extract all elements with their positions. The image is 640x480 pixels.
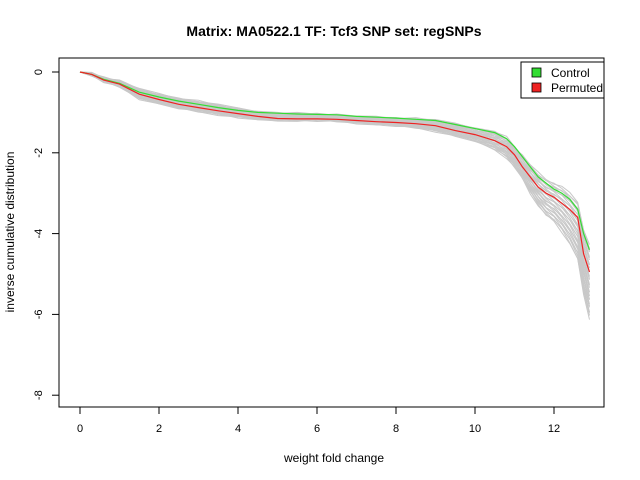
legend-label-control: Control — [551, 66, 590, 80]
y-tick-label: -8 — [33, 390, 45, 400]
y-tick-label: -4 — [33, 229, 45, 239]
y-tick-label: 0 — [33, 69, 45, 75]
y-tick-label: -2 — [33, 148, 45, 158]
x-tick-label: 0 — [77, 423, 83, 435]
permutation-line — [79, 71, 590, 293]
permutation-lines — [79, 71, 590, 320]
permutation-line — [79, 71, 590, 279]
x-axis-label: weight fold change — [283, 451, 384, 465]
permutation-line — [79, 71, 590, 313]
y-axis: 0 -2 -4 -6 -8 — [33, 69, 60, 400]
x-tick-label: 12 — [548, 423, 560, 435]
permutation-line — [79, 71, 590, 286]
permutation-line — [79, 71, 590, 265]
permutation-line — [79, 71, 590, 288]
permutation-line — [79, 71, 590, 297]
y-axis-label: inverse cumulative distribution — [3, 152, 17, 313]
x-tick-label: 10 — [469, 423, 481, 435]
permutation-line — [79, 71, 590, 320]
permutation-line — [79, 71, 590, 308]
x-tick-label: 4 — [235, 423, 241, 435]
permutation-line — [79, 71, 590, 300]
permutation-line — [79, 71, 590, 316]
permutation-line — [79, 71, 590, 313]
permutation-line — [79, 71, 590, 307]
x-tick-label: 8 — [393, 423, 399, 435]
plot-frame — [58, 57, 605, 408]
x-axis: 0 2 4 6 8 10 12 — [77, 406, 560, 435]
legend: Control Permuted — [520, 61, 605, 99]
permutation-line — [79, 71, 590, 293]
series-lines — [79, 71, 591, 273]
permutation-line — [79, 71, 590, 305]
y-tick-label: -6 — [33, 310, 45, 320]
x-tick-label: 2 — [156, 423, 162, 435]
permutation-line — [79, 71, 590, 300]
series-line-control — [79, 71, 591, 251]
legend-swatch-control — [531, 67, 542, 78]
chart-title: Matrix: MA0522.1 TF: Tcf3 SNP set: regSN… — [186, 23, 481, 39]
x-tick-label: 6 — [314, 423, 320, 435]
legend-swatch-permuted — [531, 82, 542, 93]
series-line-permuted — [79, 71, 591, 273]
permutation-line — [79, 71, 590, 285]
legend-label-permuted: Permuted — [551, 81, 603, 95]
